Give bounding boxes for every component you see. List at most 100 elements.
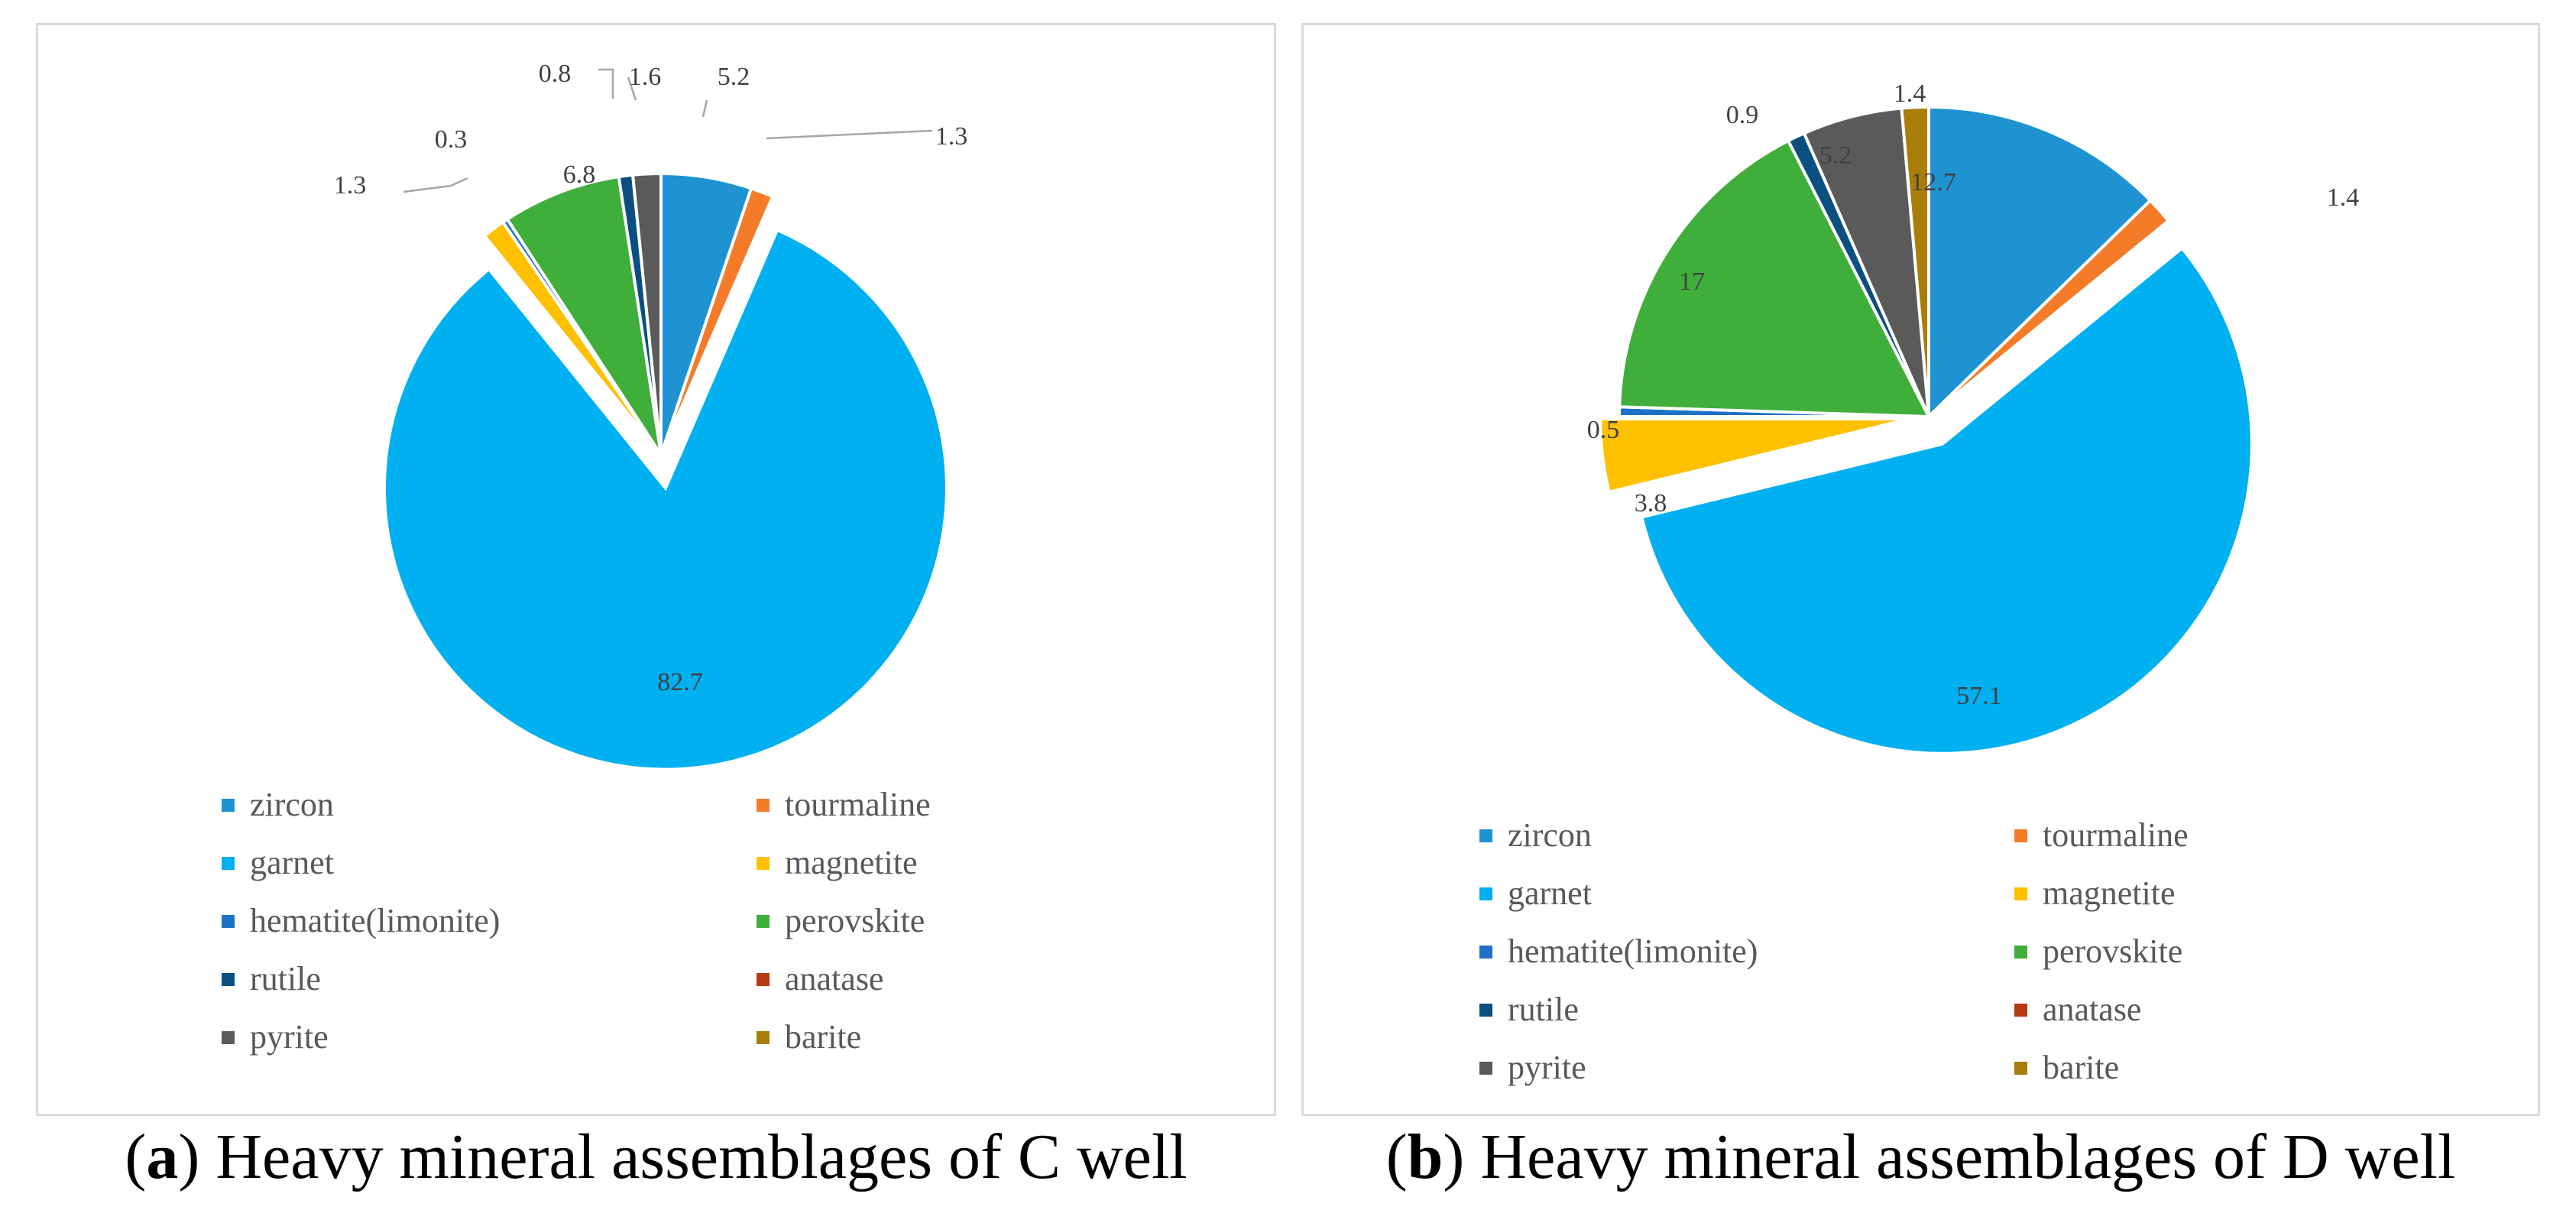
chart-panel-c-well: 5.2 1.3 82.7 1.3 0.3 6.8 0.8 1.6 zircon tourmali… (36, 23, 1276, 1116)
legend-swatch (222, 1030, 235, 1044)
legend-swatch (757, 972, 770, 986)
pie-slice-magnetite (1599, 417, 1910, 495)
legend-label: perovskite (785, 902, 925, 939)
legend-item: hematite(limonite) (1479, 929, 2014, 975)
data-label: 1.6 (629, 63, 662, 91)
caption-text: Heavy mineral assemblages of C well (199, 1121, 1188, 1192)
legend-item: magnetite (757, 840, 1139, 886)
legend-item: anatase (2014, 987, 2396, 1033)
data-label: 3.8 (1635, 489, 1667, 517)
legend-item: tourmaline (2014, 813, 2396, 858)
caption-letter: b (1407, 1121, 1444, 1192)
pie-slice-tourmaline (659, 186, 775, 456)
legend-label: anatase (785, 960, 884, 998)
legend-item: perovskite (757, 898, 1139, 944)
legend-item: garnet (1479, 871, 2014, 916)
legend-label: rutile (1508, 991, 1579, 1028)
legend-label: magnetite (2043, 874, 2176, 912)
legend-d-well: zircon tourmaline garnet magnetite hematite(… (1479, 813, 2396, 1091)
pie-slice-pyrite (630, 171, 663, 456)
legend-swatch (757, 798, 770, 812)
data-label: 0.8 (539, 60, 572, 88)
legend-label: magnetite (785, 844, 918, 881)
data-label: 5.2 (1819, 141, 1852, 170)
legend-label: perovskite (2043, 933, 2183, 970)
legend-label: rutile (250, 960, 321, 998)
legend-c-well: zircon tourmaline garnet magnetite hematite(… (222, 782, 1139, 1060)
legend-swatch (757, 914, 770, 928)
legend-item: zircon (222, 782, 757, 828)
legend-swatch (1479, 829, 1492, 842)
legend-item: pyrite (1479, 1045, 2014, 1091)
legend-swatch (2014, 1003, 2027, 1017)
pie-slice-zircon (1927, 105, 2153, 420)
data-label: 1.4 (1894, 79, 1926, 108)
data-label: 1.3 (334, 171, 367, 200)
data-label: 0.3 (435, 125, 468, 154)
legend-swatch (2014, 829, 2027, 842)
pie-chart-c-well: 5.2 1.3 82.7 1.3 0.3 6.8 0.8 1.6 (334, 60, 968, 771)
data-label: 57.1 (1956, 682, 2002, 710)
legend-label: pyrite (250, 1018, 329, 1056)
legend-label: hematite(limonite) (250, 902, 501, 939)
data-label: 1.3 (935, 122, 968, 151)
data-label: 5.2 (718, 63, 750, 91)
legend-item: rutile (222, 956, 757, 1002)
legend-swatch (2014, 1061, 2027, 1075)
legend-item: tourmaline (757, 782, 1139, 828)
legend-swatch (1479, 887, 1492, 900)
legend-swatch (1479, 1003, 1492, 1017)
leader-line (403, 177, 468, 193)
leader-line (627, 76, 637, 101)
legend-item: barite (757, 1014, 1139, 1060)
legend-swatch (2014, 945, 2027, 959)
legend-swatch (1479, 1061, 1492, 1075)
pie-slice-garnet (382, 228, 948, 771)
legend-item: magnetite (2014, 871, 2396, 916)
legend-item: hematite(limonite) (222, 898, 757, 944)
leader-line (598, 68, 614, 99)
pie-slice-barite (1900, 105, 1930, 417)
leader-line (702, 99, 708, 118)
data-label: 82.7 (657, 668, 703, 696)
data-label: 12.7 (1910, 168, 1956, 196)
legend-swatch (222, 798, 235, 812)
legend-label: hematite(limonite) (1508, 933, 1758, 970)
legend-swatch (222, 914, 235, 928)
legend-swatch (2014, 887, 2027, 900)
legend-label: zircon (250, 786, 334, 823)
leader-line (766, 129, 933, 140)
legend-swatch (757, 856, 770, 870)
caption-letter: a (146, 1121, 179, 1192)
legend-swatch (222, 972, 235, 986)
pie-slice-garnet (1639, 245, 2254, 755)
legend-label: barite (785, 1018, 862, 1056)
legend-item: pyrite (222, 1014, 757, 1060)
legend-label: pyrite (1508, 1049, 1586, 1086)
chart-panel-d-well: 12.7 1.4 57.1 3.8 0.5 17 0.9 5.2 1.4 zircon tourm… (1301, 23, 2540, 1116)
data-label: 17 (1679, 268, 1705, 296)
legend-label: garnet (250, 844, 334, 881)
legend-swatch (757, 1030, 770, 1044)
legend-item: garnet (222, 840, 757, 886)
data-label: 0.9 (1726, 101, 1759, 129)
caption-text: Heavy mineral assemblages of D well (1464, 1121, 2456, 1192)
legend-item: zircon (1479, 813, 2014, 858)
legend-item: perovskite (2014, 929, 2396, 975)
data-label: 6.8 (563, 161, 596, 189)
legend-item: rutile (1479, 987, 2014, 1033)
legend-label: barite (2043, 1049, 2120, 1086)
legend-label: tourmaline (785, 786, 931, 823)
caption-c-well: (a) Heavy mineral assemblages of C well (125, 1121, 1188, 1192)
pie-slice-perovskite (505, 174, 663, 456)
pie-chart-d-well: 12.7 1.4 57.1 3.8 0.5 17 0.9 5.2 1.4 (1587, 79, 2360, 755)
caption-d-well: (b) Heavy mineral assemblages of D well (1385, 1121, 2456, 1192)
data-label: 0.5 (1587, 416, 1620, 444)
data-label: 1.4 (2327, 183, 2360, 212)
legend-label: anatase (2043, 991, 2142, 1028)
legend-item: anatase (757, 956, 1139, 1002)
legend-label: tourmaline (2043, 816, 2189, 854)
legend-label: garnet (1508, 874, 1592, 912)
pie-slice-perovskite (1618, 138, 1932, 419)
pie-slice-tourmaline (1927, 198, 2171, 418)
